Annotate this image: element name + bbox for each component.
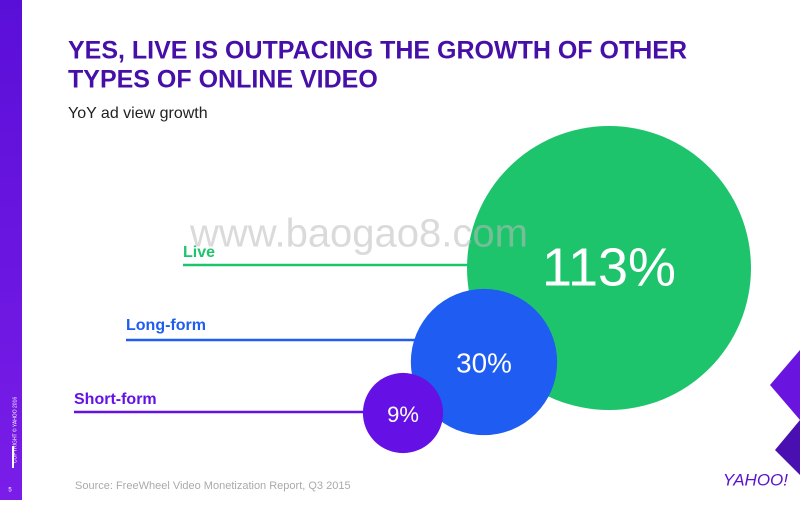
- title-line: TYPES OF ONLINE VIDEO: [68, 66, 378, 94]
- side-strip: [0, 0, 22, 500]
- source: Source: FreeWheel Video Monetization Rep…: [75, 480, 351, 492]
- strip-mark: [12, 446, 14, 468]
- copyright: COPYRIGHT © YAHOO 2016: [11, 397, 18, 463]
- value-label: 30%: [456, 347, 512, 378]
- logo: YAHOO!: [723, 470, 788, 489]
- category-label: Long-form: [126, 317, 206, 334]
- value-label: 9%: [387, 402, 419, 427]
- deco-shape: [770, 350, 800, 420]
- page-number: 5: [8, 488, 12, 494]
- category-label: Short-form: [74, 391, 157, 408]
- bubble: [362, 372, 444, 454]
- subtitle: YoY ad view growth: [68, 105, 208, 122]
- watermark: www.baogao8.com: [189, 212, 528, 256]
- plot: Live Long-form Short-form 113% 30% 9%: [74, 126, 751, 454]
- deco-shape: [775, 420, 800, 475]
- category-label: Live: [183, 244, 215, 261]
- bubble: [410, 288, 558, 436]
- value-label: 113%: [542, 237, 676, 297]
- title-line: YES, LIVE IS OUTPACING THE GROWTH OF OTH…: [68, 37, 687, 65]
